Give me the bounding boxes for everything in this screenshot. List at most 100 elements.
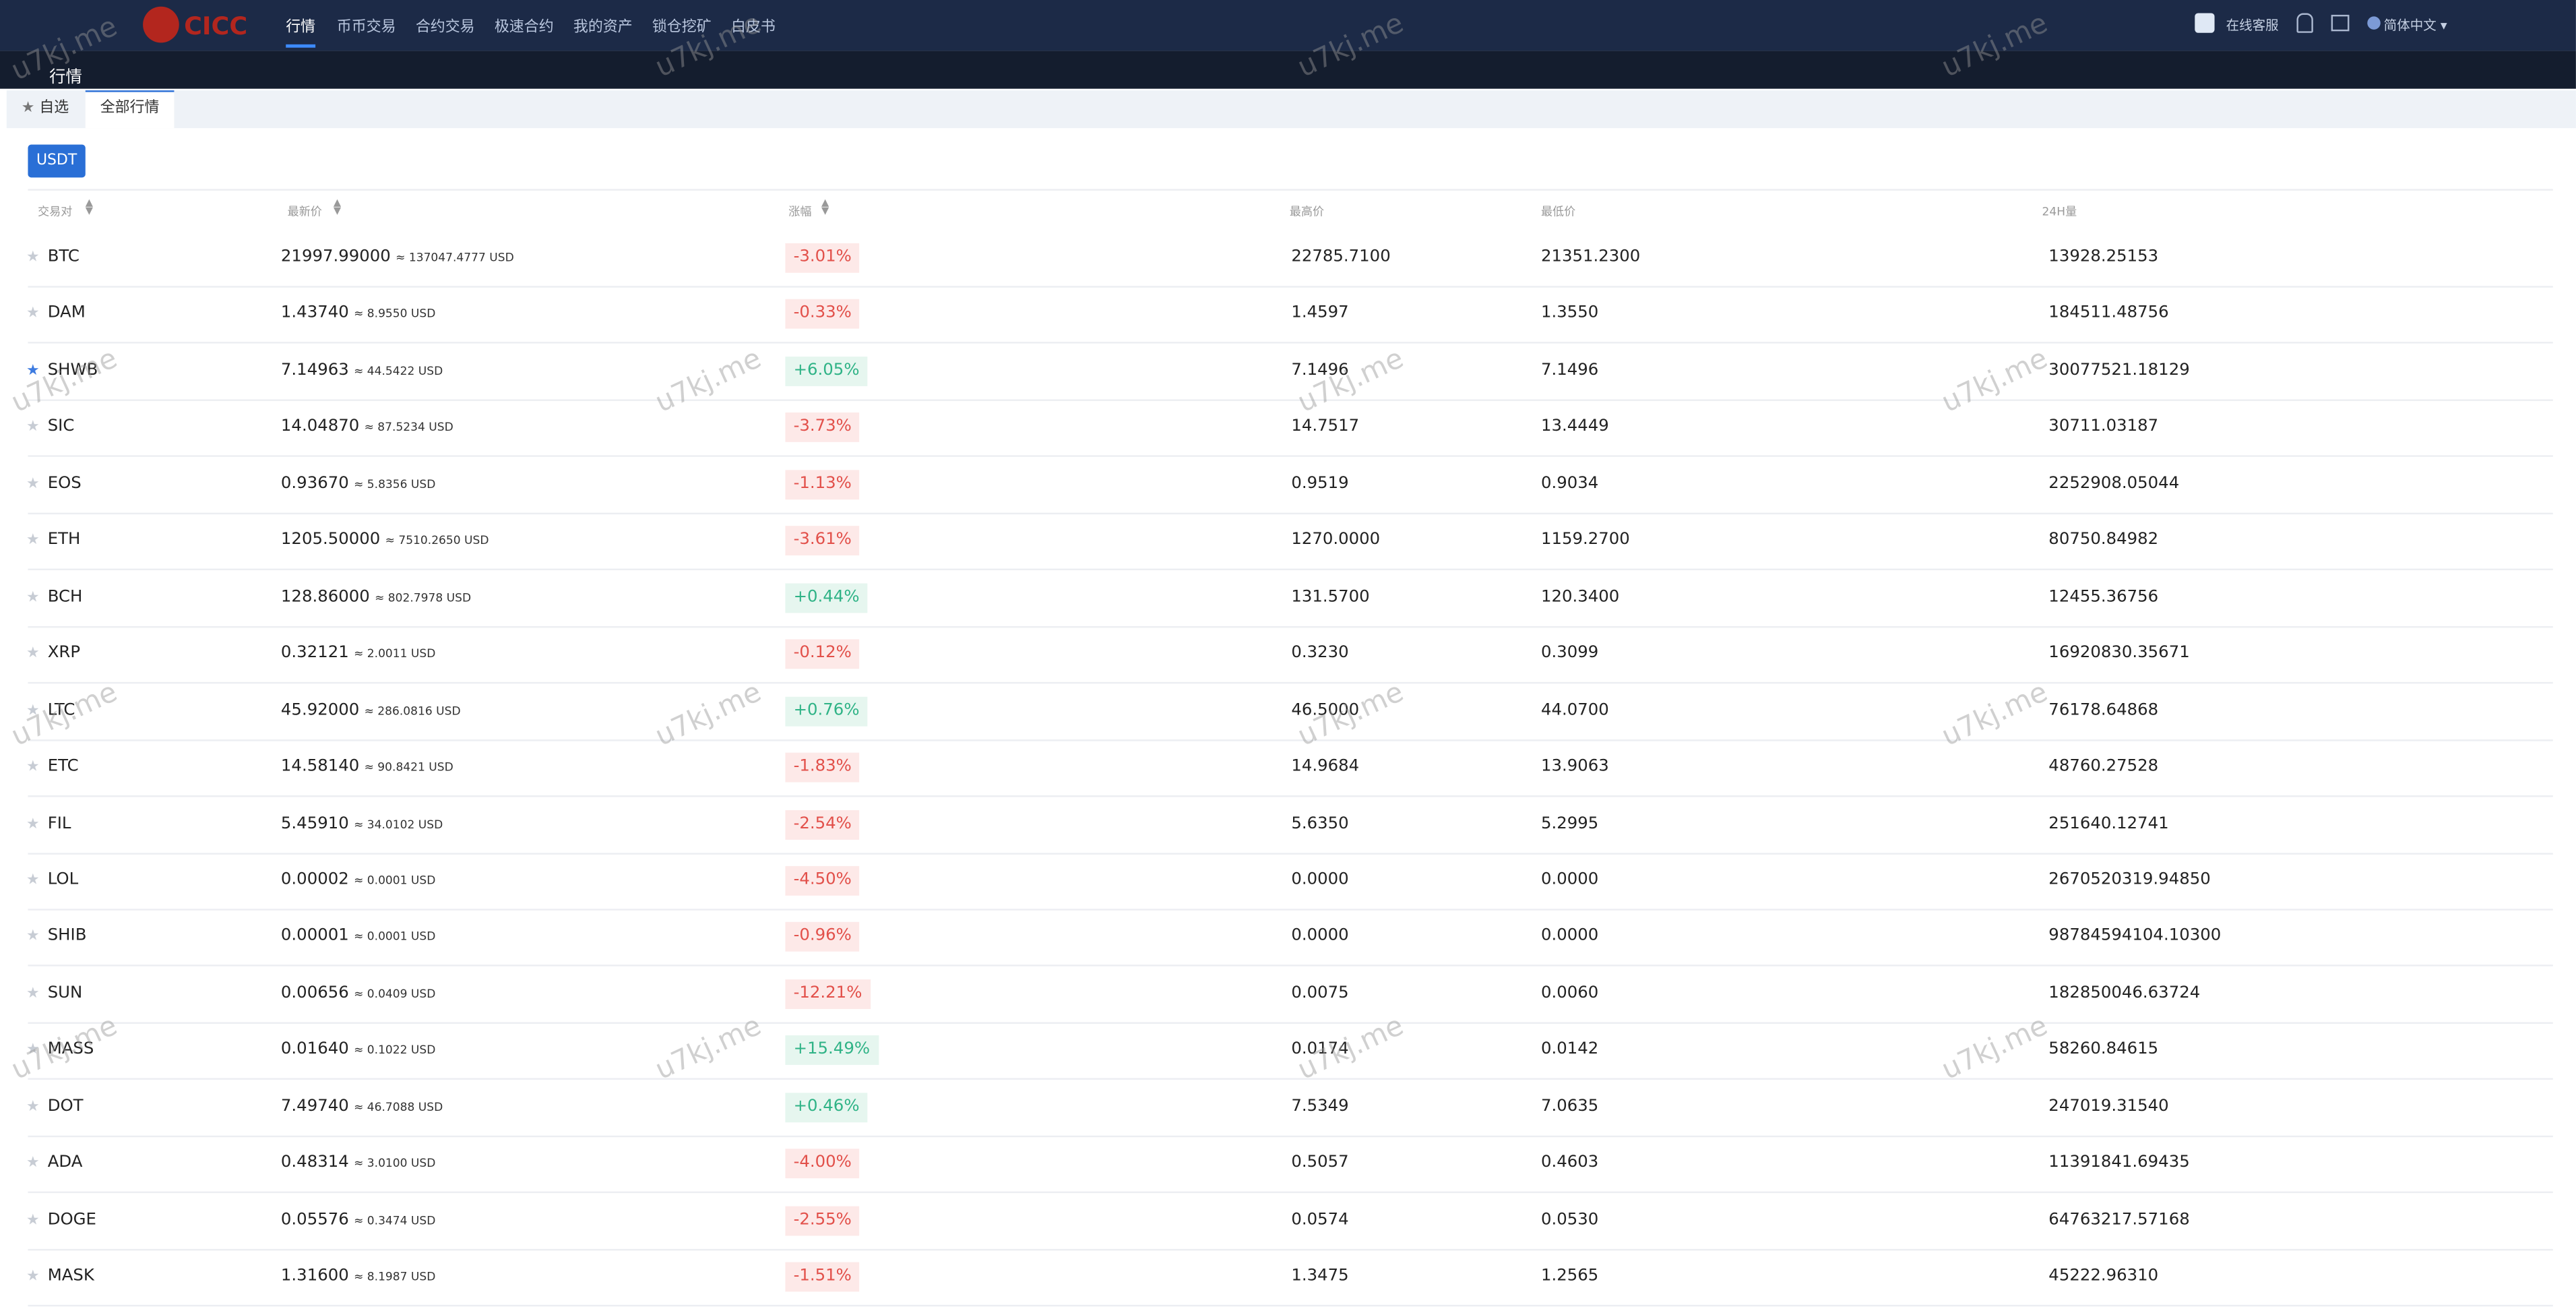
- row-divider: [28, 1022, 2553, 1024]
- star[interactable]: ★: [26, 476, 40, 493]
- change: -1.51%: [785, 1262, 860, 1292]
- nav-item[interactable]: 极速合约: [494, 20, 554, 36]
- row-divider: [28, 569, 2553, 571]
- star[interactable]: ★: [26, 646, 40, 663]
- volume: 64763217.57168: [2048, 1211, 2190, 1229]
- nav-item[interactable]: 行情: [286, 20, 316, 36]
- row-divider: [28, 1192, 2553, 1194]
- star[interactable]: ★: [26, 985, 40, 1002]
- star[interactable]: ★: [26, 702, 40, 719]
- column-header[interactable]: 涨幅: [788, 205, 812, 219]
- globe-icon: [2367, 16, 2381, 30]
- column-header[interactable]: 最新价: [287, 205, 322, 219]
- star[interactable]: ★: [26, 872, 40, 889]
- price-usd: ≈ 2.0011 USD: [354, 647, 436, 661]
- volume: 11391841.69435: [2048, 1154, 2190, 1172]
- user-icon[interactable]: [2296, 13, 2313, 33]
- price-usd: ≈ 0.1022 USD: [354, 1043, 436, 1058]
- sound-icon[interactable]: [2331, 14, 2350, 32]
- watermark: u7kj.me: [6, 676, 123, 754]
- star[interactable]: ★: [26, 1042, 40, 1059]
- change: +6.05%: [785, 356, 868, 386]
- change: -2.54%: [785, 809, 860, 839]
- price: 7.14963 ≈ 44.5422 USD: [280, 361, 443, 379]
- star[interactable]: ★: [26, 532, 40, 549]
- star-icon: ★: [21, 100, 40, 117]
- star[interactable]: ★: [26, 929, 40, 946]
- pair: EOS: [47, 475, 82, 493]
- price: 0.05576 ≈ 0.3474 USD: [280, 1211, 436, 1229]
- watermark: u7kj.me: [1292, 676, 1409, 754]
- column-header[interactable]: 交易对: [38, 205, 73, 219]
- price-usd: ≈ 34.0102 USD: [354, 817, 443, 831]
- high: 0.0574: [1291, 1211, 1349, 1229]
- change: -0.96%: [785, 922, 860, 952]
- star[interactable]: ★: [26, 249, 40, 266]
- change: -4.50%: [785, 865, 860, 896]
- star[interactable]: ★: [26, 1212, 40, 1229]
- nav-item[interactable]: 我的资产: [573, 20, 633, 36]
- column-header: 最低价: [1540, 205, 1576, 219]
- star[interactable]: ★: [26, 759, 40, 776]
- volume: 251640.12741: [2048, 814, 2169, 832]
- sort-icon[interactable]: ▲ ▼: [85, 197, 94, 217]
- low: 1.3550: [1540, 305, 1599, 323]
- star[interactable]: ★: [26, 1269, 40, 1285]
- sort-icon[interactable]: ▲ ▼: [821, 197, 829, 217]
- quote-button[interactable]: USDT: [28, 144, 86, 178]
- change: +0.76%: [785, 696, 868, 726]
- price-usd: ≈ 87.5234 USD: [364, 421, 453, 435]
- nav-item[interactable]: 白皮书: [730, 20, 776, 36]
- nav-underline: [286, 44, 316, 48]
- low: 7.1496: [1540, 361, 1599, 379]
- star[interactable]: ★: [26, 589, 40, 606]
- star[interactable]: ★: [26, 306, 40, 323]
- pair: LTC: [47, 701, 75, 719]
- change: +0.44%: [785, 582, 868, 613]
- page-title: 行情: [49, 69, 82, 88]
- high: 46.5000: [1291, 701, 1360, 719]
- star[interactable]: ★: [26, 1155, 40, 1172]
- star[interactable]: ★: [26, 419, 40, 436]
- tab[interactable]: ★ 自选: [7, 90, 84, 128]
- volume: 76178.64868: [2048, 701, 2159, 719]
- volume: 247019.31540: [2048, 1097, 2169, 1116]
- price-usd: ≈ 0.0001 USD: [354, 874, 436, 888]
- price-usd: ≈ 44.5422 USD: [354, 364, 443, 378]
- row-divider: [28, 1135, 2553, 1137]
- nav-item[interactable]: 币币交易: [336, 20, 396, 36]
- row-divider: [28, 1078, 2553, 1080]
- pair: FIL: [47, 814, 71, 832]
- sort-icon[interactable]: ▲ ▼: [333, 197, 342, 217]
- high: 1270.0000: [1291, 531, 1381, 549]
- price-usd: ≈ 137047.4777 USD: [396, 251, 514, 265]
- row-divider: [28, 512, 2553, 514]
- price-usd: ≈ 90.8421 USD: [364, 760, 453, 774]
- low: 13.9063: [1540, 758, 1609, 776]
- price-usd: ≈ 0.3474 USD: [354, 1213, 436, 1227]
- price-usd: ≈ 7510.2650 USD: [385, 534, 489, 548]
- tab[interactable]: 全部行情: [85, 90, 175, 129]
- star[interactable]: ★: [26, 816, 40, 832]
- tab-indicator: [85, 90, 175, 92]
- nav-item[interactable]: 锁仓挖矿: [652, 20, 712, 36]
- nav-item[interactable]: 合约交易: [415, 20, 475, 36]
- language[interactable]: 简体中文 ▾: [2383, 18, 2447, 33]
- star[interactable]: ★: [26, 363, 40, 379]
- pair: BTC: [47, 248, 80, 266]
- change: -0.12%: [785, 639, 860, 669]
- high: 1.4597: [1291, 305, 1349, 323]
- watermark: u7kj.me: [650, 342, 767, 421]
- change: -3.73%: [785, 413, 860, 443]
- high: 14.9684: [1291, 758, 1360, 776]
- high: 0.3230: [1291, 644, 1349, 663]
- volume: 45222.96310: [2048, 1267, 2159, 1285]
- change: -12.21%: [785, 979, 871, 1009]
- volume: 48760.27528: [2048, 758, 2159, 776]
- star[interactable]: ★: [26, 1099, 40, 1116]
- support[interactable]: 在线客服: [2226, 18, 2279, 33]
- row-divider: [28, 682, 2553, 684]
- change: -3.01%: [785, 243, 860, 273]
- low: 1.2565: [1540, 1267, 1599, 1285]
